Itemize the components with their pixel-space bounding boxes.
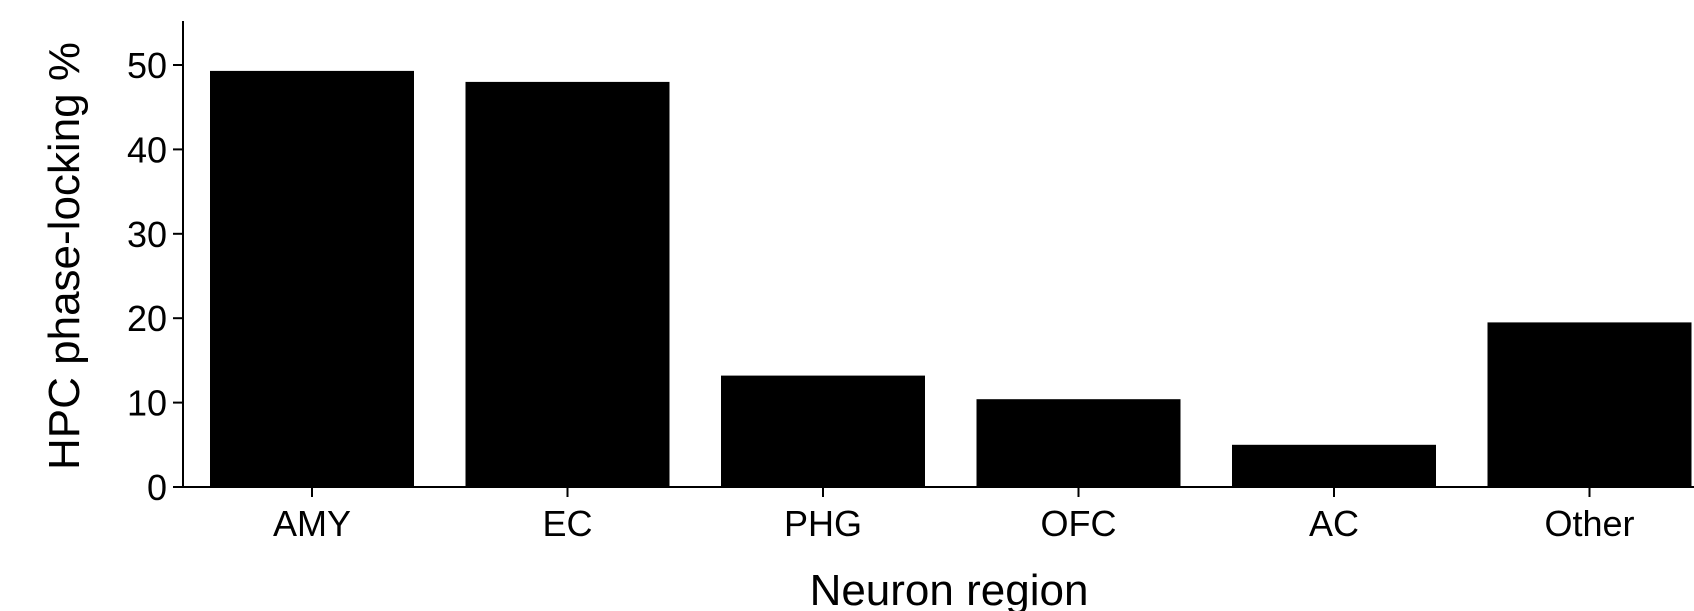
y-tick-label: 10 <box>127 383 167 424</box>
x-axis-title: Neuron region <box>810 566 1089 611</box>
bar-phg <box>721 375 925 487</box>
y-tick-label: 20 <box>127 298 167 339</box>
bar-ac <box>1232 444 1436 487</box>
bars-group <box>210 70 1692 488</box>
y-tick-label: 40 <box>127 129 167 170</box>
bar-other <box>1487 322 1692 487</box>
x-tick-label-other: Other <box>1544 503 1634 544</box>
y-axis-ticks: 0 10 20 30 40 50 <box>127 45 183 508</box>
x-tick-label-ec: EC <box>542 503 592 544</box>
bar-amy <box>210 70 414 488</box>
y-axis-title: HPC phase-locking % <box>40 42 89 470</box>
y-tick-label: 0 <box>147 467 167 508</box>
x-tick-label-ofc: OFC <box>1041 503 1117 544</box>
y-tick-label: 30 <box>127 214 167 255</box>
x-axis-ticks: AMY EC PHG OFC AC Other <box>273 487 1635 544</box>
x-tick-label-amy: AMY <box>273 503 351 544</box>
bar-ofc <box>976 399 1181 487</box>
x-tick-label-ac: AC <box>1309 503 1359 544</box>
y-tick-label: 50 <box>127 45 167 86</box>
bar-ec <box>465 81 670 488</box>
x-tick-label-phg: PHG <box>784 503 862 544</box>
